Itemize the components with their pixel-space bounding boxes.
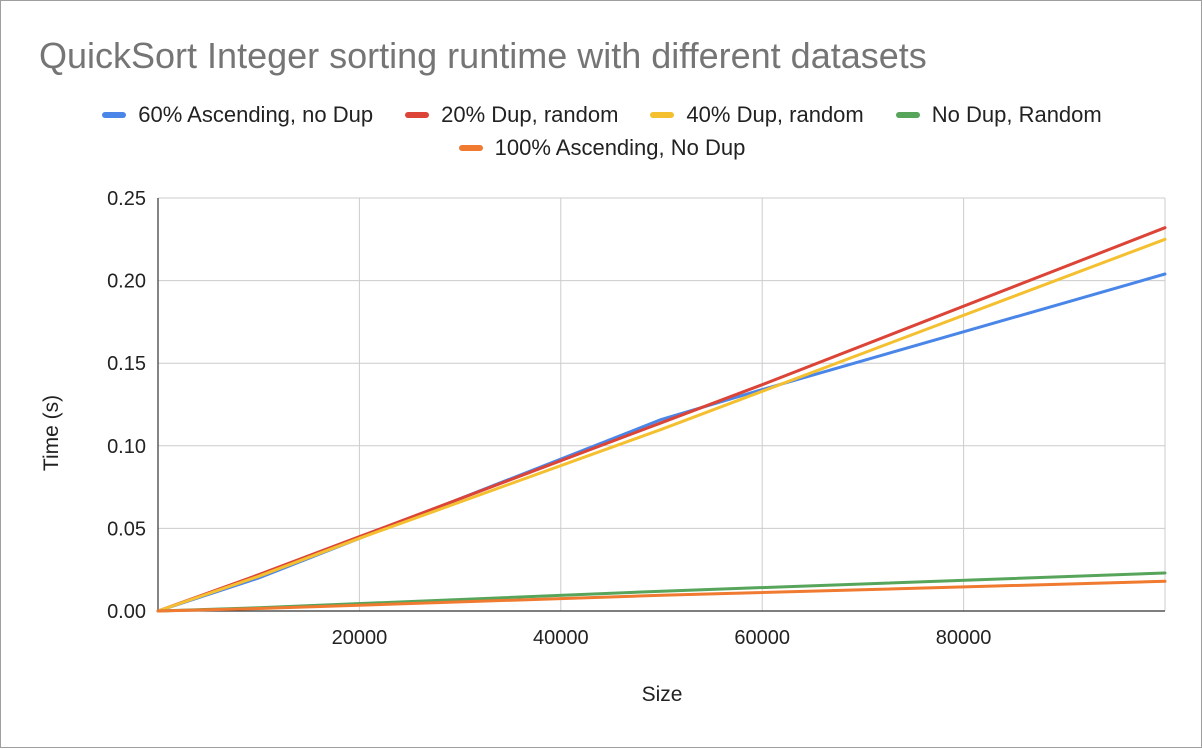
legend-swatch-series-1 xyxy=(405,112,430,118)
legend-item-series-3[interactable]: No Dup, Random xyxy=(895,102,1102,128)
legend-swatch-series-2 xyxy=(650,112,675,118)
legend-swatch-series-4 xyxy=(458,145,483,151)
legend-label-series-0: 60% Ascending, no Dup xyxy=(138,102,374,127)
axis-layer xyxy=(157,198,1165,612)
x-tick-label: 40000 xyxy=(533,627,589,649)
legend-label-series-4: 100% Ascending, No Dup xyxy=(494,135,746,160)
legend-item-series-4[interactable]: 100% Ascending, No Dup xyxy=(458,135,746,161)
y-tick-label: 0.10 xyxy=(107,436,146,458)
legend-row-1: 60% Ascending, no Dup 20% Dup, random 40… xyxy=(1,102,1202,128)
y-tick-label: 0.00 xyxy=(107,601,146,623)
tick-layer: 0.00 0.05 0.10 0.15 0.20 0.25 20000 40000 60000 8… xyxy=(107,188,991,649)
legend-label-series-3: No Dup, Random xyxy=(931,102,1102,127)
legend-swatch-series-3 xyxy=(895,112,920,118)
y-axis-title: Time (s) xyxy=(40,395,63,471)
legend-item-series-1[interactable]: 20% Dup, random xyxy=(405,102,618,128)
legend-swatch-series-0 xyxy=(102,112,127,118)
x-tick-label: 60000 xyxy=(734,627,790,649)
y-tick-label: 0.15 xyxy=(107,353,146,375)
x-tick-label: 20000 xyxy=(332,627,388,649)
grid-layer xyxy=(158,197,1166,611)
x-tick-label: 80000 xyxy=(936,627,992,649)
legend-label-series-1: 20% Dup, random xyxy=(441,102,619,127)
series-line-4 xyxy=(156,579,1167,613)
legend-item-series-0[interactable]: 60% Ascending, no Dup xyxy=(102,102,373,128)
series-line-0 xyxy=(156,272,1167,613)
legend-label-series-2: 40% Dup, random xyxy=(686,102,864,127)
chart-title: QuickSort Integer sorting runtime with d… xyxy=(39,35,927,76)
series-line-2 xyxy=(156,237,1167,613)
y-tick-label: 0.05 xyxy=(107,518,146,540)
x-axis-title: Size xyxy=(642,683,683,706)
legend-row-2: 100% Ascending, No Dup xyxy=(1,135,1202,161)
y-tick-label: 0.25 xyxy=(107,188,146,210)
legend-item-series-2[interactable]: 40% Dup, random xyxy=(650,102,864,128)
series-line-3 xyxy=(156,571,1167,613)
y-tick-label: 0.20 xyxy=(107,271,146,293)
series-layer xyxy=(156,226,1167,613)
